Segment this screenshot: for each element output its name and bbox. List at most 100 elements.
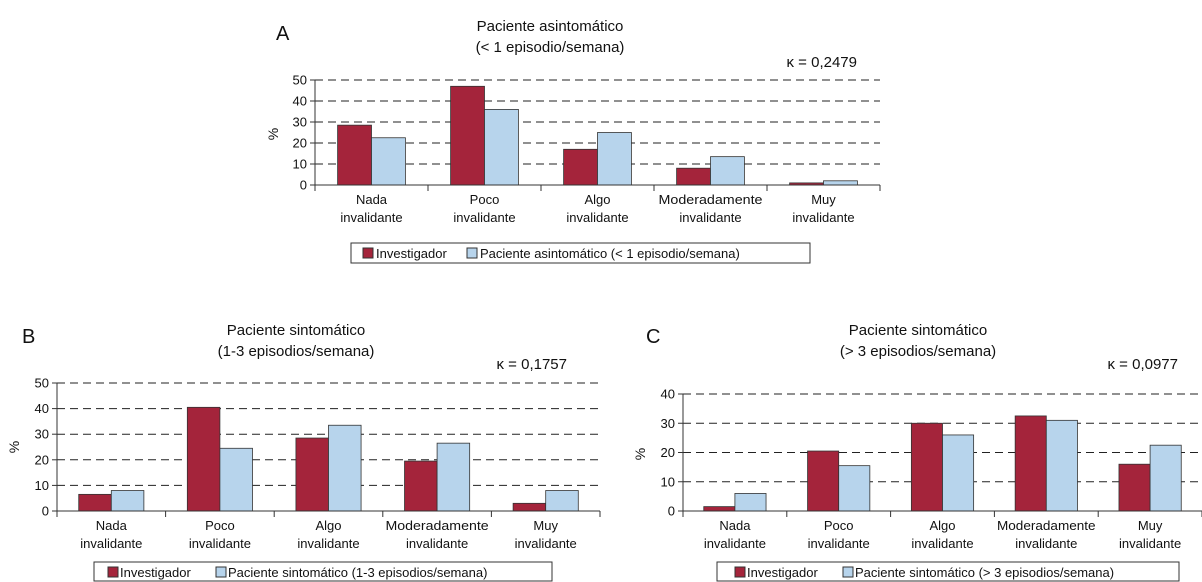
x-tick-label: Algo bbox=[584, 192, 610, 207]
x-tick-label: invalidante bbox=[453, 210, 515, 225]
x-tick-label: Algo bbox=[929, 518, 955, 533]
legend-swatch-patient bbox=[466, 247, 478, 259]
bar-investigador: Investigador: 28.5 bbox=[337, 124, 372, 186]
chart-title: Paciente sintomático bbox=[227, 322, 365, 339]
legend-label-patient: Paciente asintomático (< 1 episodio/sema… bbox=[480, 246, 740, 261]
y-axis-label: % bbox=[6, 441, 22, 453]
chart-title: Paciente sintomático bbox=[849, 322, 987, 339]
chart-subtitle: (> 3 episodios/semana) bbox=[840, 343, 996, 360]
bar-investigador: Investigador: 3 bbox=[512, 502, 547, 512]
panel-letter: B bbox=[22, 326, 35, 348]
bar-paciente: Paciente sintomático (> 3 episodios/sema… bbox=[1149, 444, 1182, 512]
bar-investigador: Investigador: 8 bbox=[676, 167, 711, 186]
legend-swatch-patient bbox=[215, 566, 227, 578]
y-tick-label: 0 bbox=[668, 504, 675, 519]
legend-swatch-investigator bbox=[107, 566, 119, 578]
bar-paciente: Paciente asintomático (< 1 episodio/sema… bbox=[710, 156, 745, 186]
bar-paciente: Paciente sintomático (1-3 episodios/sema… bbox=[219, 447, 253, 512]
bar-paciente: Paciente sintomático (1-3 episodios/sema… bbox=[545, 490, 579, 512]
y-tick-label: 0 bbox=[42, 504, 49, 519]
chart-legend: Investigador Paciente sintomático (1-3 e… bbox=[93, 561, 553, 582]
kappa-label: κ = 0,0977 bbox=[1108, 356, 1178, 373]
x-tick-label: invalidante bbox=[189, 536, 251, 551]
plot-area: 0 10 20 30 40 50 Investigador: 6.5 Investigador… bbox=[35, 376, 601, 551]
plot-area: 0 10 20 30 40 50 Investigador: 28.5 Investigado… bbox=[293, 73, 881, 225]
x-tick-label: Moderadamente bbox=[997, 518, 1096, 533]
x-tick-label: Nada bbox=[719, 518, 751, 533]
y-tick-label: 30 bbox=[293, 115, 307, 130]
chart-panel-c: C Paciente sintomático (> 3 episodios/se… bbox=[632, 322, 1202, 582]
x-tick-label: Muy bbox=[1138, 518, 1163, 533]
bar-investigador: Investigador: 19.5 bbox=[404, 460, 438, 512]
legend-frame bbox=[716, 561, 1180, 582]
y-tick-label: 30 bbox=[661, 416, 675, 431]
x-tick-label: invalidante bbox=[679, 210, 741, 225]
x-tick-label: invalidante bbox=[340, 210, 402, 225]
x-tick-label: Nada bbox=[356, 192, 388, 207]
x-tick-label: Muy bbox=[811, 192, 836, 207]
legend-swatch-investigator bbox=[362, 247, 374, 259]
x-tick-label: invalidante bbox=[808, 536, 870, 551]
legend-swatch-investigator bbox=[734, 566, 746, 578]
bar-paciente: Paciente sintomático (1-3 episodios/sema… bbox=[328, 424, 362, 512]
x-tick-label: invalidante bbox=[297, 536, 359, 551]
panel-letter: A bbox=[276, 23, 290, 45]
y-tick-label: 20 bbox=[293, 136, 307, 151]
legend-frame bbox=[93, 561, 553, 582]
y-tick-label: 40 bbox=[35, 401, 49, 416]
y-tick-label: 0 bbox=[300, 178, 307, 193]
bar-investigador: Investigador: 6.5 bbox=[78, 493, 112, 512]
x-tick-label: Poco bbox=[470, 192, 500, 207]
bar-paciente: Paciente sintomático (> 3 episodios/sema… bbox=[734, 493, 767, 512]
bar-paciente: Paciente sintomático (> 3 episodios/sema… bbox=[942, 434, 975, 512]
y-tick-label: 50 bbox=[293, 73, 307, 88]
chart-legend: Investigador Paciente sintomático (> 3 e… bbox=[716, 561, 1180, 582]
x-tick-label: invalidante bbox=[1119, 536, 1181, 551]
x-tick-label: Muy bbox=[533, 518, 558, 533]
y-tick-label: 10 bbox=[661, 474, 675, 489]
legend-label-investigator: Investigador bbox=[120, 565, 191, 580]
y-tick-label: 20 bbox=[35, 452, 49, 467]
bar-investigador: Investigador: 16 bbox=[1118, 463, 1151, 512]
x-tick-label: invalidante bbox=[792, 210, 854, 225]
chart-panel-b: B Paciente sintomático (1-3 episodios/se… bbox=[6, 322, 601, 582]
legend-label-investigator: Investigador bbox=[747, 565, 818, 580]
chart-legend: Investigador Paciente asintomático (< 1 … bbox=[350, 242, 811, 264]
chart-subtitle: (< 1 episodio/semana) bbox=[476, 39, 625, 56]
x-tick-label: invalidante bbox=[406, 536, 468, 551]
bar-investigador: Investigador: 32.5 bbox=[1014, 415, 1047, 512]
chart-subtitle: (1-3 episodios/semana) bbox=[218, 343, 375, 360]
panel-letter: C bbox=[646, 326, 660, 348]
legend-frame bbox=[350, 242, 811, 264]
kappa-label: κ = 0,2479 bbox=[787, 54, 857, 71]
bar-paciente: Paciente asintomático (< 1 episodio/sema… bbox=[371, 137, 406, 186]
x-tick-label: Nada bbox=[96, 518, 128, 533]
bar-investigador: Investigador: 40.5 bbox=[186, 406, 221, 512]
x-tick-label: Moderadamente bbox=[659, 192, 763, 207]
chart-title: Paciente asintomático bbox=[477, 18, 624, 35]
x-tick-label: Poco bbox=[205, 518, 235, 533]
bar-paciente: Paciente asintomático (< 1 episodio/sema… bbox=[823, 180, 858, 186]
legend-label-patient: Paciente sintomático (> 3 episodios/sema… bbox=[855, 565, 1114, 580]
kappa-label: κ = 0,1757 bbox=[497, 356, 567, 373]
x-tick-label: invalidante bbox=[566, 210, 628, 225]
bar-paciente: Paciente sintomático (1-3 episodios/sema… bbox=[110, 490, 145, 512]
y-axis-label: % bbox=[265, 128, 281, 140]
y-tick-label: 20 bbox=[661, 445, 675, 460]
x-tick-label: Moderadamente bbox=[386, 518, 489, 533]
bar-investigador: Investigador: 1.5 bbox=[703, 506, 736, 512]
x-tick-label: Algo bbox=[315, 518, 341, 533]
legend-label-investigator: Investigador bbox=[376, 246, 447, 261]
x-tick-label: invalidante bbox=[704, 536, 766, 551]
y-tick-label: 10 bbox=[35, 478, 49, 493]
y-axis-label: % bbox=[632, 448, 648, 460]
y-tick-label: 30 bbox=[35, 427, 49, 442]
plot-area: 0 10 20 30 40 Investigador: 1.5 Investigador: … bbox=[661, 387, 1202, 551]
x-tick-label: invalidante bbox=[1015, 536, 1077, 551]
legend-swatch-patient bbox=[842, 566, 854, 578]
y-tick-label: 10 bbox=[293, 157, 307, 172]
bar-paciente: Paciente asintomático (< 1 episodio/sema… bbox=[484, 109, 519, 186]
bar-paciente: Paciente sintomático (> 3 episodios/sema… bbox=[1045, 419, 1078, 512]
bar-paciente: Paciente sintomático (1-3 episodios/sema… bbox=[436, 442, 471, 512]
bar-paciente: Paciente asintomático (< 1 episodio/sema… bbox=[597, 132, 632, 186]
